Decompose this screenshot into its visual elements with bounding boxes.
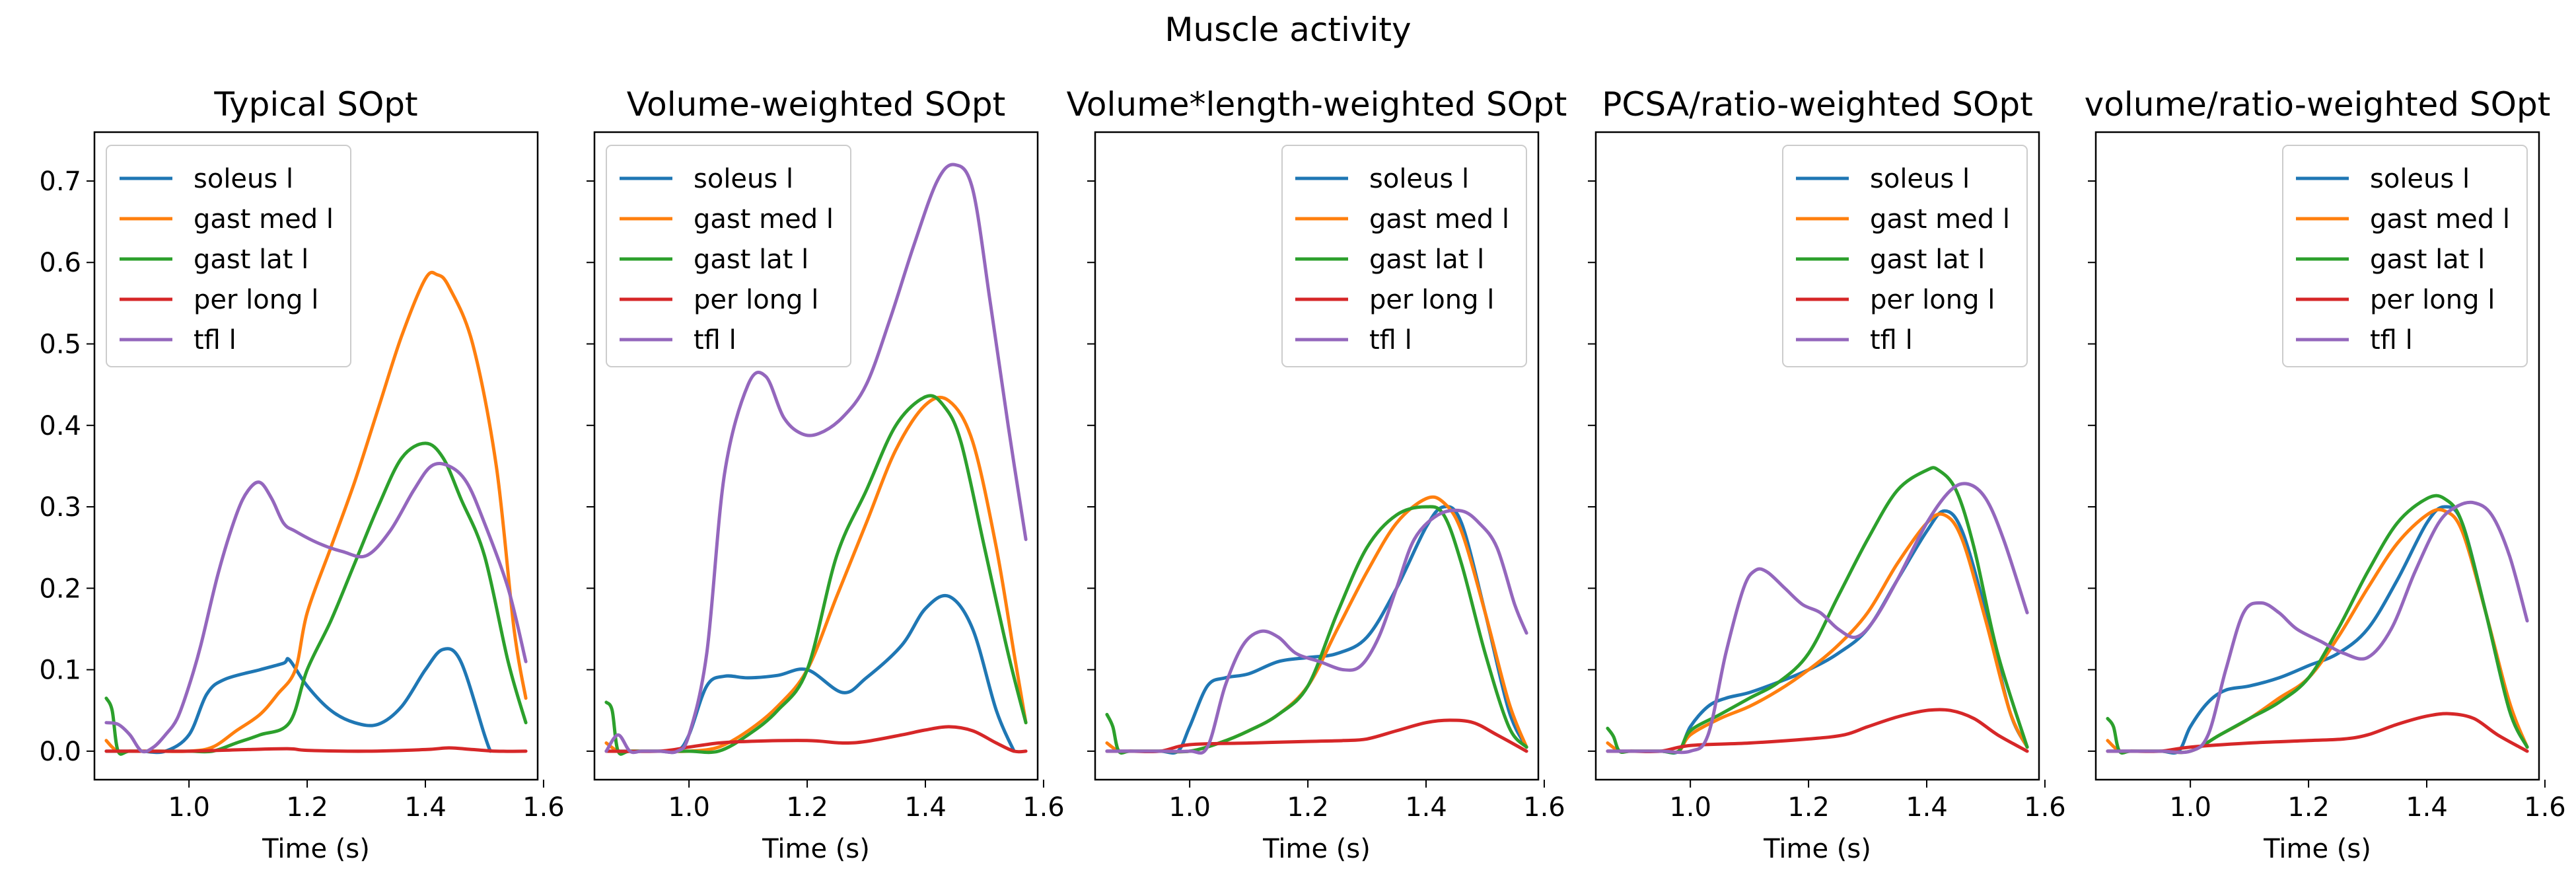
subplot-title: Typical SOpt [213, 85, 417, 124]
legend-entry: gast med l [1870, 204, 2010, 235]
legend: soleus l gast med l gast lat l per long l tf… [606, 145, 851, 367]
legend-entry: soleus l [1870, 164, 1970, 194]
y-tick-label: 0.3 [39, 492, 81, 523]
y-tick-label: 0.7 [39, 167, 81, 197]
series-lines [104, 270, 528, 756]
y-tick-label: 0.5 [39, 330, 81, 360]
legend-entry: gast lat l [2370, 244, 2485, 275]
subplot-title: volume/ratio-weighted SOpt [2085, 85, 2551, 124]
legend-entry: tfl l [2370, 325, 2413, 355]
x-tick-label: 1.6 [2524, 792, 2566, 823]
legend-entry: gast lat l [694, 244, 808, 275]
x-tick-label: 1.4 [904, 792, 947, 823]
legend-entry: gast lat l [1369, 244, 1484, 275]
legend-entry: tfl l [1369, 325, 1412, 355]
series-line-tfl-l [604, 163, 1028, 755]
legend-box [106, 145, 351, 367]
plot-frame [593, 131, 1039, 781]
legend-entry: soleus l [694, 164, 793, 194]
x-tick-label: 1.4 [404, 792, 447, 823]
x-tick-label: 1.6 [1523, 792, 1565, 823]
legend-entry: tfl l [1870, 325, 1913, 355]
plot-frame [1094, 131, 1540, 781]
x-tick-label: 1.2 [2287, 792, 2330, 823]
legend-entry: tfl l [194, 325, 236, 355]
subplot-4: PCSA/ratio-weighted SOpt 1.0 1.2 1.4 1.6 Time… [1588, 85, 2066, 864]
series-lines [604, 163, 1028, 756]
subplot-title: Volume-weighted SOpt [627, 85, 1005, 124]
plot-frame [93, 131, 539, 781]
legend-box [1281, 145, 1527, 367]
series-lines [2106, 494, 2529, 755]
x-tick-label: 1.2 [786, 792, 828, 823]
subplot-title: Volume*length-weighted SOpt [1067, 85, 1567, 124]
x-tick-label: 1.6 [522, 792, 565, 823]
x-axis-label: Time (s) [1763, 834, 1871, 864]
legend-entry: gast med l [694, 204, 834, 235]
legend-entry: gast med l [2370, 204, 2510, 235]
y-tick-label: 0.4 [39, 411, 81, 441]
legend-box [2282, 145, 2528, 367]
x-axis-label: Time (s) [2263, 834, 2371, 864]
x-tick-label: 1.0 [1168, 792, 1211, 823]
legend: soleus l gast med l gast lat l per long l tf… [106, 145, 351, 367]
y-tick-label: 0.1 [39, 655, 81, 686]
legend: soleus l gast med l gast lat l per long l tf… [1281, 145, 1527, 367]
x-tick-label: 1.2 [1287, 792, 1329, 823]
figure-title: Muscle activity [1164, 11, 1411, 49]
legend-entry: per long l [694, 285, 818, 315]
series-line-per-long-l [604, 725, 1028, 754]
subplot-3: Volume*length-weighted SOpt 1.0 1.2 1.4 1.6 T… [1067, 85, 1567, 864]
subplot-1: Typical SOpt 0.0 0.1 0.2 0.3 0.4 0.5 0.6 0.7 1.0 1… [39, 85, 564, 864]
x-tick-label: 1.0 [168, 792, 210, 823]
legend-entry: tfl l [694, 325, 736, 355]
legend-entry: gast lat l [194, 244, 308, 275]
series-line-tfl-l [1606, 482, 2029, 755]
series-line-tfl-l [104, 462, 528, 754]
y-tick-label: 0.2 [39, 574, 81, 604]
legend-entry: per long l [1369, 285, 1494, 315]
x-tick-label: 1.0 [1669, 792, 1711, 823]
subplot-title: PCSA/ratio-weighted SOpt [1602, 85, 2032, 124]
legend-entry: gast med l [1369, 204, 1509, 235]
legend-box [1782, 145, 2028, 367]
subplot-2: Volume-weighted SOpt 1.0 1.2 1.4 1.6 Time (s)… [587, 85, 1065, 864]
series-line-tfl-l [2106, 500, 2529, 755]
legend-entry: soleus l [194, 164, 293, 194]
plot-frame [2094, 131, 2540, 781]
series-lines [1105, 495, 1528, 755]
x-tick-label: 1.6 [1022, 792, 1065, 823]
x-axis-label: Time (s) [762, 834, 870, 864]
legend: soleus l gast med l gast lat l per long l tf… [1782, 145, 2028, 367]
x-axis-label: Time (s) [262, 834, 370, 864]
y-tick-label: 0.0 [39, 737, 81, 767]
x-tick-label: 1.2 [1787, 792, 1830, 823]
legend-entry: soleus l [1369, 164, 1469, 194]
legend-box [606, 145, 851, 367]
x-tick-label: 1.4 [1405, 792, 1447, 823]
legend-entry: per long l [1870, 285, 1995, 315]
legend-entry: per long l [194, 285, 318, 315]
x-tick-label: 1.4 [2406, 792, 2448, 823]
plot-frame [1594, 131, 2040, 781]
legend-entry: soleus l [2370, 164, 2470, 194]
series-line-tfl-l [1105, 508, 1528, 755]
x-tick-label: 1.0 [2169, 792, 2211, 823]
series-line-per-long-l [104, 746, 528, 753]
x-axis-label: Time (s) [1262, 834, 1371, 864]
x-tick-label: 1.4 [1906, 792, 1948, 823]
x-tick-label: 1.6 [2024, 792, 2066, 823]
legend: soleus l gast med l gast lat l per long l tf… [2282, 145, 2528, 367]
y-tick-label: 0.6 [39, 248, 81, 278]
x-tick-label: 1.0 [668, 792, 710, 823]
x-tick-label: 1.2 [286, 792, 328, 823]
legend-entry: gast lat l [1870, 244, 1985, 275]
subplot-5: volume/ratio-weighted SOpt 1.0 1.2 1.4 1.6 Ti… [2085, 85, 2566, 864]
legend-entry: gast med l [194, 204, 334, 235]
series-lines [1606, 466, 2029, 755]
legend-entry: per long l [2370, 285, 2495, 315]
